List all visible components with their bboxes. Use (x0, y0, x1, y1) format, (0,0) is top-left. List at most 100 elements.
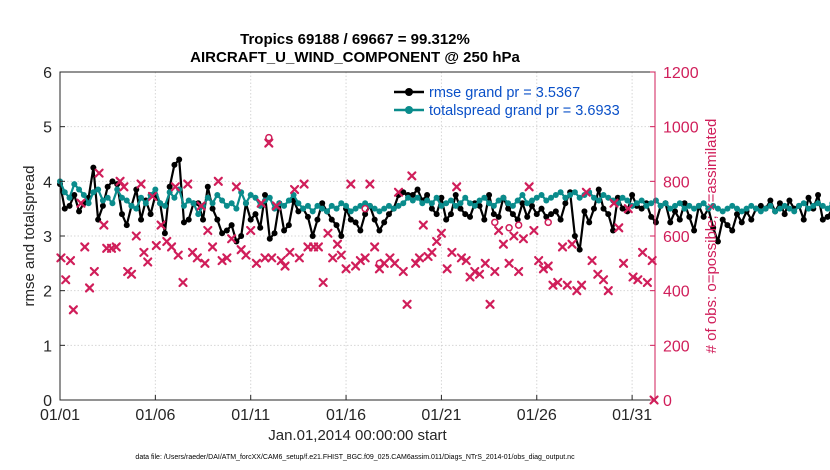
rmse-point (428, 205, 435, 212)
rmse-point (586, 219, 593, 226)
rmse-point (61, 205, 68, 212)
totalspread-point (800, 200, 807, 207)
totalspread-point (328, 202, 335, 209)
totalspread-point (338, 200, 345, 207)
obs-assimilated-point (213, 176, 223, 186)
x-tick-label: 01/26 (517, 407, 557, 424)
obs-assimilated-point (61, 275, 71, 285)
x-tick-label: 01/21 (421, 407, 461, 424)
totalspread-point (509, 202, 516, 209)
obs-assimilated-point (313, 242, 324, 252)
obs-assimilated-point (203, 225, 213, 236)
totalspread-point (548, 194, 555, 201)
obs-assimilated-point (360, 253, 370, 263)
rmse-point (314, 216, 321, 223)
rmse-point (729, 227, 736, 234)
totalspread-point (571, 189, 578, 196)
obs-assimilated-point (115, 176, 125, 186)
totalspread-point (76, 186, 83, 193)
axes: 01/01 01/06 01/11 01/16 01/21 01/26 01/31 0 1 2 3 4… (40, 65, 699, 424)
obs-assimilated-point (264, 138, 274, 148)
obs-assimilated-point (480, 258, 490, 268)
rmse-point (247, 216, 254, 223)
rmse-point (138, 216, 145, 223)
totalspread-point (214, 192, 221, 198)
totalspread-point (138, 194, 145, 201)
rmse-point (371, 216, 378, 223)
rmse-point (409, 192, 416, 198)
rmse-point (495, 213, 502, 220)
rmse-point (571, 233, 578, 239)
obs-assimilated-point (241, 250, 251, 260)
totalspread-point (667, 205, 674, 212)
rmse-point (767, 197, 774, 204)
obs-assimilated-point (173, 250, 183, 260)
rmse-point (652, 219, 659, 226)
rmse-point (281, 227, 288, 234)
totalspread-point (762, 205, 769, 212)
obs-assimilated-point (131, 231, 141, 241)
obs-assimilated-point (222, 253, 232, 263)
totalspread-point (424, 197, 431, 204)
obs-possible-point (514, 221, 523, 229)
totalspread-point (285, 197, 292, 204)
totalspread-point (624, 197, 631, 204)
obs-assimilated-point (289, 184, 300, 195)
totalspread-point (467, 200, 474, 207)
obs-assimilated-point (56, 253, 66, 263)
totalspread-point (734, 205, 741, 212)
totalspread-point (109, 200, 116, 207)
totalspread-point (457, 200, 464, 207)
totalspread-point (710, 202, 717, 209)
rmse-point (66, 202, 73, 209)
rmse-point (109, 178, 116, 185)
rmse-point (648, 213, 655, 220)
rmse-point (462, 211, 469, 218)
obs-assimilated-point (267, 253, 277, 263)
obs-assimilated-point (139, 247, 149, 257)
rmse-point (333, 222, 340, 229)
legend: rmse grand pr = 3.5367 totalspread grand… (394, 85, 620, 119)
rmse-point (676, 216, 683, 223)
rmse-point (400, 189, 407, 196)
obs-assimilated-point (598, 275, 609, 285)
obs-assimilated-point (587, 256, 597, 266)
y2-tick-label: 400 (663, 284, 690, 301)
rmse-point (629, 192, 636, 198)
obs-layer (56, 133, 659, 405)
totalspread-point (724, 205, 731, 212)
rmse-point (161, 230, 168, 237)
obs-assimilated-point (355, 256, 365, 266)
obs-assimilated-point (285, 247, 295, 257)
obs-assimilated-point (346, 179, 356, 189)
rmse-point (319, 200, 326, 207)
obs-assimilated-point (341, 264, 351, 274)
rmse-point (543, 213, 550, 220)
obs-assimilated-point (538, 264, 549, 274)
totalspread-point (61, 189, 68, 196)
totalspread-point (71, 181, 78, 188)
y-tick-label: 5 (43, 120, 52, 137)
obs-assimilated-point (276, 256, 286, 266)
totalspread-point (490, 202, 497, 209)
obs-assimilated-point (514, 266, 524, 277)
rmse-point (490, 211, 497, 218)
rmse-point (76, 208, 83, 215)
totalspread-point (505, 200, 512, 207)
rmse-point (424, 192, 431, 198)
totalspread-point (528, 197, 535, 204)
obs-assimilated-point (633, 275, 643, 285)
obs-assimilated-point (432, 236, 442, 247)
rmse-point (438, 194, 445, 201)
rmse-point (443, 216, 450, 223)
totalspread-point (686, 202, 693, 209)
obs-assimilated-point (271, 201, 282, 211)
rmse-point (509, 211, 516, 218)
obs-assimilated-point (231, 182, 242, 192)
obs-assimilated-point (509, 231, 519, 241)
y2-tick-label: 600 (663, 229, 690, 246)
totalspread-point (447, 197, 454, 204)
obs-assimilated-point (119, 182, 129, 192)
obs-assimilated-point (76, 198, 86, 208)
totalspread-point (815, 200, 822, 207)
